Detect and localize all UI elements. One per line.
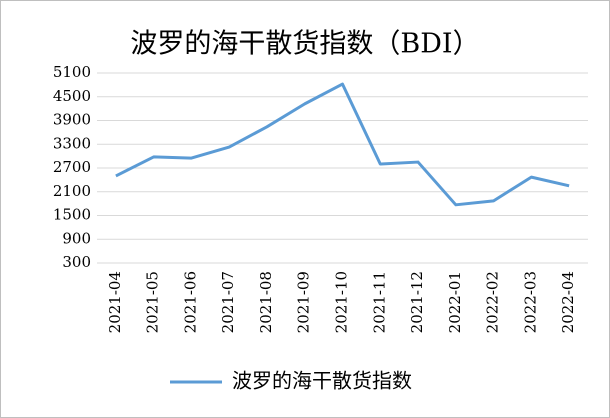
x-tick-label: 2022-03 — [521, 271, 539, 333]
x-tick-label: 2021-06 — [181, 271, 199, 333]
y-tick-label: 3300 — [53, 134, 91, 152]
x-tick-label: 2021-07 — [219, 271, 237, 333]
y-tick-label: 3900 — [53, 111, 91, 129]
x-tick-label: 2021-09 — [295, 271, 313, 333]
y-tick-label: 900 — [62, 229, 91, 247]
y-tick-label: 300 — [62, 253, 91, 271]
x-tick-label: 2021-05 — [144, 271, 162, 333]
line-series — [115, 82, 570, 207]
y-tick-label: 4500 — [53, 87, 91, 105]
x-tick-label: 2021-10 — [333, 271, 351, 333]
y-tick-label: 1500 — [53, 206, 91, 224]
y-tick-label: 2100 — [53, 182, 91, 200]
chart-title: 波罗的海干散货指数（BDI） — [130, 29, 479, 60]
y-tick-label: 2700 — [53, 158, 91, 176]
y-tick-label: 5100 — [53, 63, 91, 81]
x-tick-label: 2022-01 — [446, 271, 464, 333]
x-tick-label: 2021-08 — [257, 271, 275, 333]
x-tick-label: 2021-04 — [106, 271, 124, 333]
legend-label: 波罗的海干散货指数 — [232, 369, 412, 393]
x-tick-label: 2021-12 — [408, 271, 426, 333]
x-tick-label: 2021-11 — [370, 271, 388, 333]
x-tick-label: 2022-04 — [559, 271, 577, 333]
x-tick-label: 2022-02 — [484, 271, 502, 333]
